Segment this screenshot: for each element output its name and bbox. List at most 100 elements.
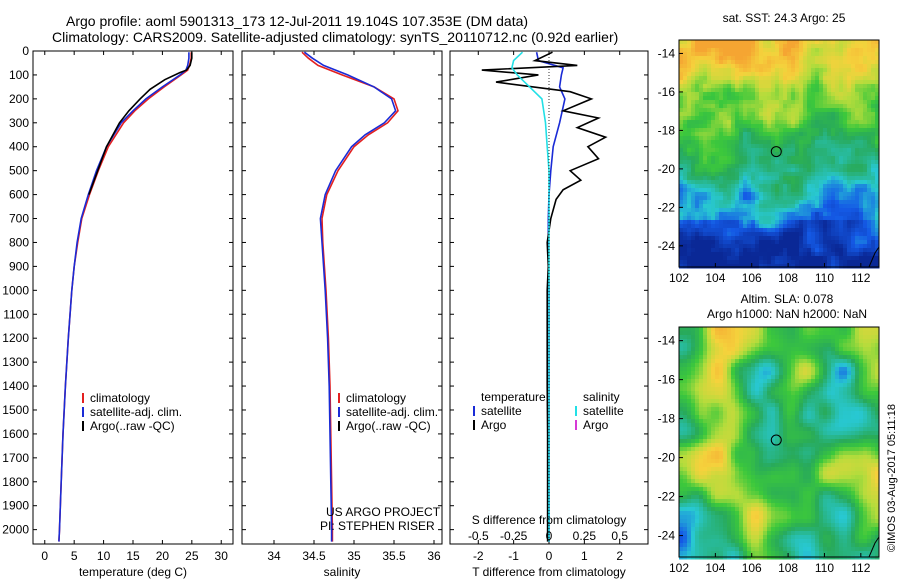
sla-map-subtitle: Argo h1000: NaN h2000: NaN [707,307,867,321]
figure-title-line2: Climatology: CARS2009. Satellite-adjuste… [52,29,619,45]
x-tick-label: 25 [185,549,199,563]
y-tick-label: 800 [9,235,29,249]
y-tick-label: 1700 [2,451,29,465]
y-tick-label: -20 [658,451,676,465]
y-tick-label: 700 [9,212,29,226]
x-tick-label: 30 [215,549,229,563]
argo-position-marker [770,434,782,446]
axes-frame [241,50,443,545]
y-tick-label: 1800 [2,475,29,489]
x-tick-label: 35 [347,549,361,563]
series-line-argo-raw-qc- [88,52,193,195]
legend-entry: climatology [90,391,150,405]
y-tick-label: -18 [658,412,676,426]
s-diff-tick-label: 0.25 [573,529,597,543]
x-tick-label: 36 [427,549,441,563]
y-tick-label: 1000 [2,283,29,297]
x-tick-label: 34 [267,549,281,563]
sst-map-title: sat. SST: 24.3 Argo: 25 [723,11,846,25]
coastline [868,246,880,268]
series-line-temperature-argo [481,51,608,542]
profile-panel-1: 0 5 10 15 20 25 30 temperature (deg C) 0 100 200 30… [2,44,234,579]
y-tick-label: 100 [9,68,29,82]
y-tick-label: -20 [658,162,676,176]
s-diff-tick-label: 0.5 [611,529,628,543]
legend-entry: satellite-adj. clim. [346,405,438,419]
x-tick-label: -1 [508,549,519,563]
sla-map-title: Altim. SLA: 0.078 [741,292,834,306]
x-tick-label: 0 [546,549,553,563]
x-tick-label: 35.5 [382,549,406,563]
x-tick-label: 106 [742,561,762,575]
y-tick-label: -16 [658,85,676,99]
x-tick-label: 104 [705,561,725,575]
x-tick-label: 110 [815,561,834,575]
map-frame [678,39,880,268]
series-line-satellite-adj-clim- [303,51,397,542]
x-tick-label: 106 [742,271,762,285]
x-tick-label: -2 [473,549,484,563]
y-tick-label: -14 [658,334,676,348]
coastline [868,536,880,558]
x-tick-label: 1 [581,549,588,563]
y-tick-label: 1300 [2,355,29,369]
x-tick-label: 0 [41,549,48,563]
y-tick-label: -22 [658,490,676,504]
x-axis-label: T difference from climatology [472,565,626,579]
y-tick-label: -16 [658,373,676,387]
x-axis-label: temperature (deg C) [79,565,187,579]
x-tick-label: 112 [851,271,870,285]
legend-heading-temperature: temperature [481,390,546,404]
x-tick-label: 2 [616,549,623,563]
legend-entry: satellite [481,404,522,418]
series-line-satellite-adj-clim- [58,52,190,542]
legend-entry: satellite-adj. clim. [90,405,182,419]
s-diff-tick-label: 0 [546,529,553,543]
map-panel-2: 102 104 106 108 110 112 -14 -16 -18 -20 -22 -24 Alti… [658,292,880,575]
y-tick-label: 2000 [2,523,29,537]
map-panel-1: 102 104 106 108 110 112 -14 -16 -18 -20 -22 -24 sat.… [658,11,880,285]
legend-entry: Argo(..raw -QC) [90,419,175,433]
y-tick-label: 200 [9,92,29,106]
x-tick-label: 15 [126,549,140,563]
y-tick-label: 1900 [2,499,29,513]
profile-panel-2: 34 34.5 35 35.5 36 salinity climatologysatelli… [241,50,443,579]
y-tick-label: 600 [9,188,29,202]
s-diff-tick-label: -0.5 [468,529,489,543]
legend-entry: climatology [346,391,406,405]
axes-frame [32,50,234,545]
y-tick-label: 1400 [2,379,29,393]
x-tick-label: 20 [156,549,170,563]
legend-entry: Argo [481,418,507,432]
legend-entry: satellite [583,404,624,418]
pi-label: PI: STEPHEN RISER [320,519,435,533]
x-tick-label: 108 [778,561,798,575]
x-tick-label: 110 [815,271,834,285]
legend-entry: Argo [583,418,609,432]
y-tick-label: 1600 [2,427,29,441]
y-tick-label: 0 [22,44,29,58]
argo-position-marker [770,146,782,158]
x-tick-label: 5 [71,549,78,563]
y-tick-label: 1100 [3,307,29,321]
figure-title-line1: Argo profile: aoml 5901313_173 12-Jul-20… [66,13,529,29]
x-tick-label: 34.5 [302,549,326,563]
legend-heading-salinity: salinity [583,390,620,404]
x-axis-label: salinity [324,565,361,579]
y-tick-label: -14 [658,46,676,60]
s-diff-tick-label: -0.25 [500,529,528,543]
y-tick-label: -24 [658,239,676,253]
x-tick-label: 102 [669,271,689,285]
profile-panel-3: -2 -1 0 1 2 T difference from climatology -0.5… [449,50,649,579]
legend-entry: Argo(..raw -QC) [346,419,431,433]
x-tick-label: 112 [851,561,870,575]
x-tick-label: 102 [669,561,689,575]
y-tick-label: 1500 [2,403,29,417]
y-tick-label: 1200 [2,331,29,345]
y-tick-label: -18 [658,123,676,137]
y-tick-label: -22 [658,200,676,214]
y-tick-label: 500 [9,164,29,178]
x-tick-label: 104 [705,271,725,285]
y-tick-label: 400 [9,140,29,154]
